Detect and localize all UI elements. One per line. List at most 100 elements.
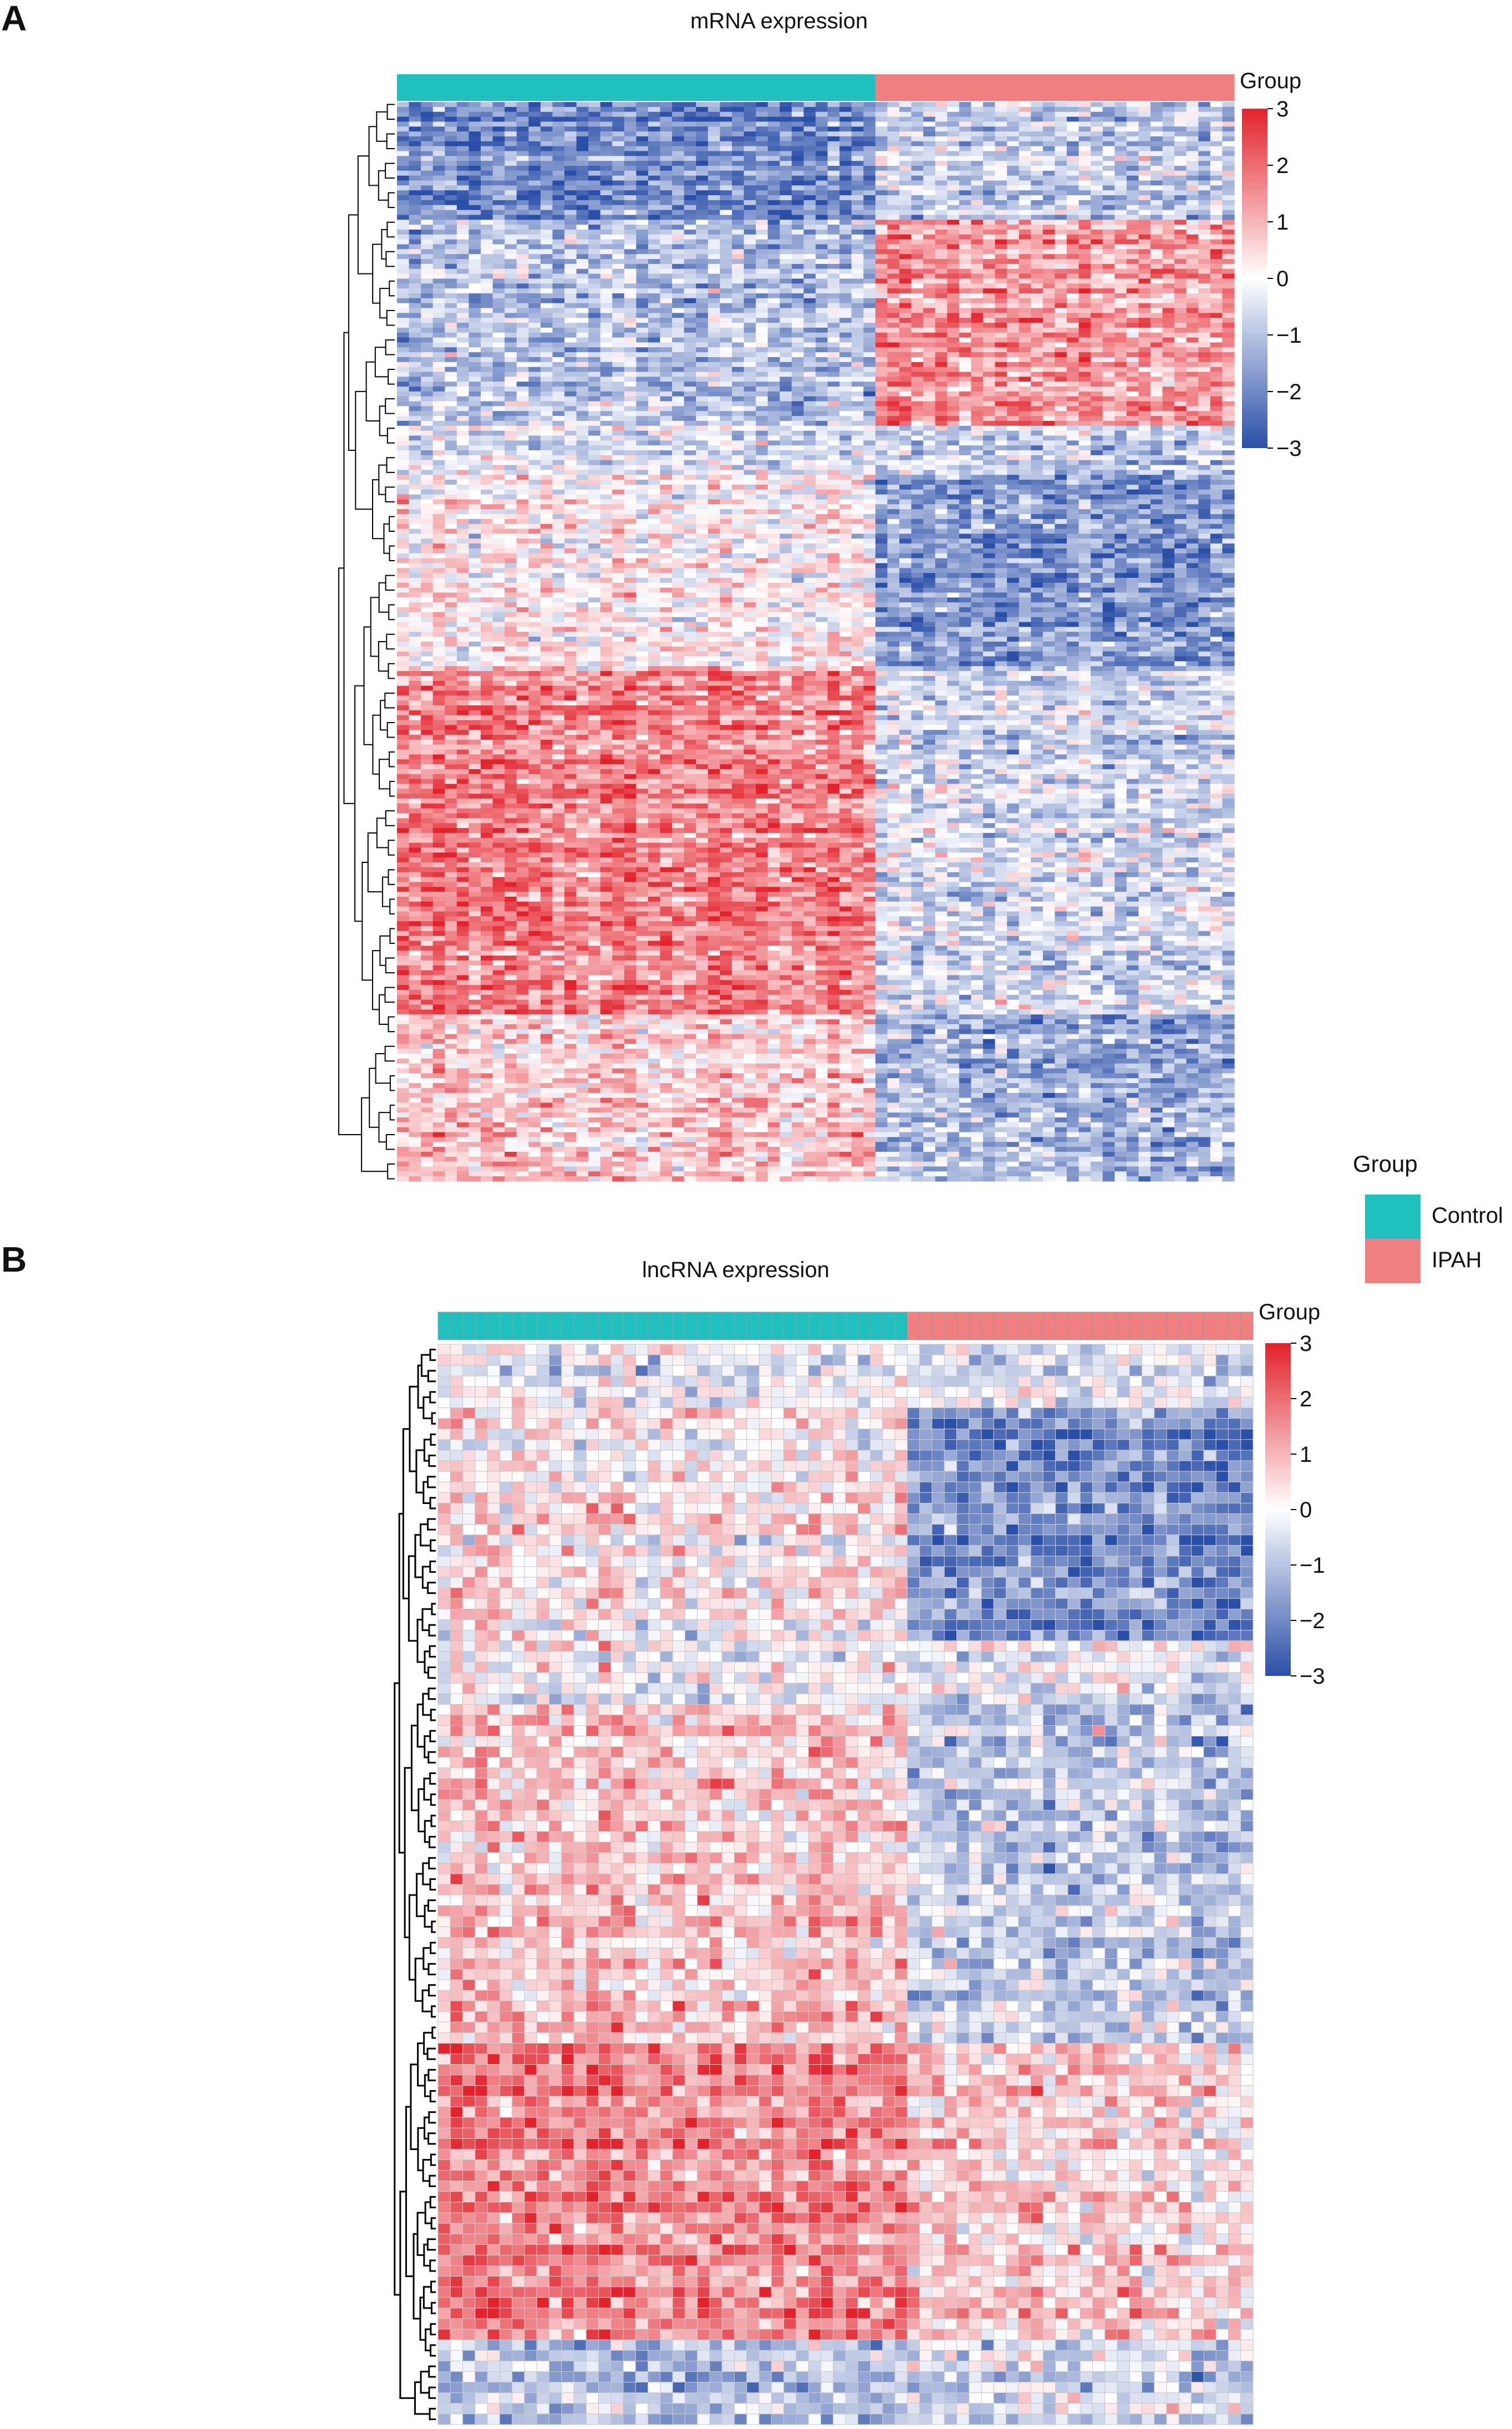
heatmap-cell — [911, 273, 924, 280]
heatmap-cell — [648, 170, 661, 176]
heatmap-cell — [1126, 141, 1139, 147]
heatmap-cell — [469, 283, 481, 289]
heatmap-cell — [863, 106, 876, 113]
heatmap-cell — [564, 357, 577, 363]
heatmap-cell — [1042, 268, 1056, 275]
heatmap-cell — [552, 288, 565, 294]
heatmap-cell — [672, 313, 685, 318]
heatmap-cell — [875, 382, 888, 387]
heatmap-cell — [875, 190, 888, 196]
heatmap-cell — [1042, 283, 1056, 289]
heatmap-cell — [540, 102, 553, 108]
heatmap-cell — [1114, 136, 1127, 142]
heatmap-cell — [409, 131, 421, 137]
heatmap-cell — [1007, 273, 1020, 280]
heatmap-cell — [660, 308, 673, 313]
heatmap-cell — [648, 161, 661, 166]
heatmap-cell — [469, 156, 481, 161]
heatmap-cell — [445, 323, 457, 328]
heatmap-cell — [588, 420, 601, 426]
heatmap-cell — [445, 116, 457, 122]
heatmap-cell — [899, 357, 912, 363]
heatmap-cell — [767, 121, 780, 127]
heatmap-cell — [432, 367, 445, 373]
heatmap-cell — [947, 234, 960, 240]
heatmap-cell — [1042, 387, 1056, 392]
heatmap-cell — [1055, 382, 1067, 387]
heatmap-cell — [791, 200, 805, 206]
heatmap-cell — [1019, 337, 1031, 343]
heatmap-cell — [1186, 175, 1199, 181]
heatmap-cell — [1091, 440, 1103, 446]
heatmap-cell — [684, 327, 696, 333]
heatmap-cell — [1150, 342, 1163, 348]
heatmap-cell — [1007, 229, 1020, 235]
heatmap-cell — [1150, 136, 1163, 142]
heatmap-cell — [636, 156, 649, 161]
heatmap-cell — [935, 126, 948, 132]
heatmap-cell — [827, 382, 840, 387]
heatmap-cell — [445, 298, 457, 304]
heatmap-cell — [600, 220, 613, 225]
heatmap-cell — [1042, 210, 1056, 216]
heatmap-cell — [720, 445, 732, 451]
heatmap-cell — [1042, 357, 1056, 363]
heatmap-cell — [1031, 116, 1043, 122]
heatmap-cell — [1067, 318, 1080, 323]
heatmap-cell — [1138, 332, 1151, 338]
heatmap-cell — [409, 323, 421, 328]
heatmap-cell — [456, 347, 470, 353]
heatmap-cell — [684, 195, 696, 201]
heatmap-cell — [923, 396, 936, 402]
heatmap-cell — [648, 102, 661, 108]
heatmap-cell — [564, 225, 577, 230]
heatmap-cell — [1210, 175, 1223, 181]
heatmap-cell — [935, 190, 948, 196]
heatmap-cell — [1114, 239, 1127, 245]
heatmap-cell — [1078, 337, 1091, 343]
heatmap-cell — [947, 254, 960, 260]
heatmap-cell — [863, 254, 876, 260]
heatmap-cell — [636, 430, 649, 436]
heatmap-cell — [1210, 102, 1223, 108]
heatmap-cell — [1150, 430, 1163, 436]
heatmap-cell — [624, 391, 637, 397]
heatmap-cell — [1067, 249, 1080, 255]
heatmap-cell — [899, 165, 912, 171]
heatmap-cell — [1138, 445, 1151, 451]
heatmap-cell — [1150, 401, 1163, 407]
heatmap-cell — [456, 318, 470, 323]
heatmap-cell — [1150, 126, 1163, 132]
heatmap-cell — [744, 170, 756, 176]
heatmap-cell — [516, 323, 529, 328]
heatmap-cell — [720, 170, 732, 176]
heatmap-cell — [720, 268, 732, 275]
heatmap-cell — [732, 254, 745, 260]
heatmap-cell — [445, 259, 457, 265]
heatmap-cell — [767, 347, 780, 353]
heatmap-cell — [911, 303, 924, 309]
heatmap-cell — [1091, 156, 1103, 161]
heatmap-cell — [1102, 225, 1115, 230]
heatmap-cell — [564, 116, 577, 122]
heatmap-cell — [1186, 249, 1199, 255]
heatmap-cell — [1091, 126, 1103, 132]
heatmap-cell — [588, 401, 601, 407]
heatmap-cell — [528, 377, 541, 382]
heatmap-cell — [899, 445, 912, 451]
heatmap-cell — [1114, 283, 1127, 289]
heatmap-cell — [767, 416, 780, 421]
heatmap-cell — [528, 220, 541, 225]
heatmap-cell — [445, 347, 457, 353]
heatmap-cell — [1198, 161, 1211, 166]
heatmap-cell — [445, 440, 457, 446]
heatmap-cell — [947, 303, 960, 309]
heatmap-cell — [1162, 391, 1175, 397]
heatmap-cell — [696, 382, 709, 387]
heatmap-cell — [528, 185, 541, 191]
heatmap-cell — [528, 440, 541, 446]
heatmap-cell — [803, 170, 816, 176]
heatmap-cell — [995, 416, 1007, 421]
heatmap-cell — [791, 210, 805, 216]
heatmap-cell — [935, 303, 948, 309]
